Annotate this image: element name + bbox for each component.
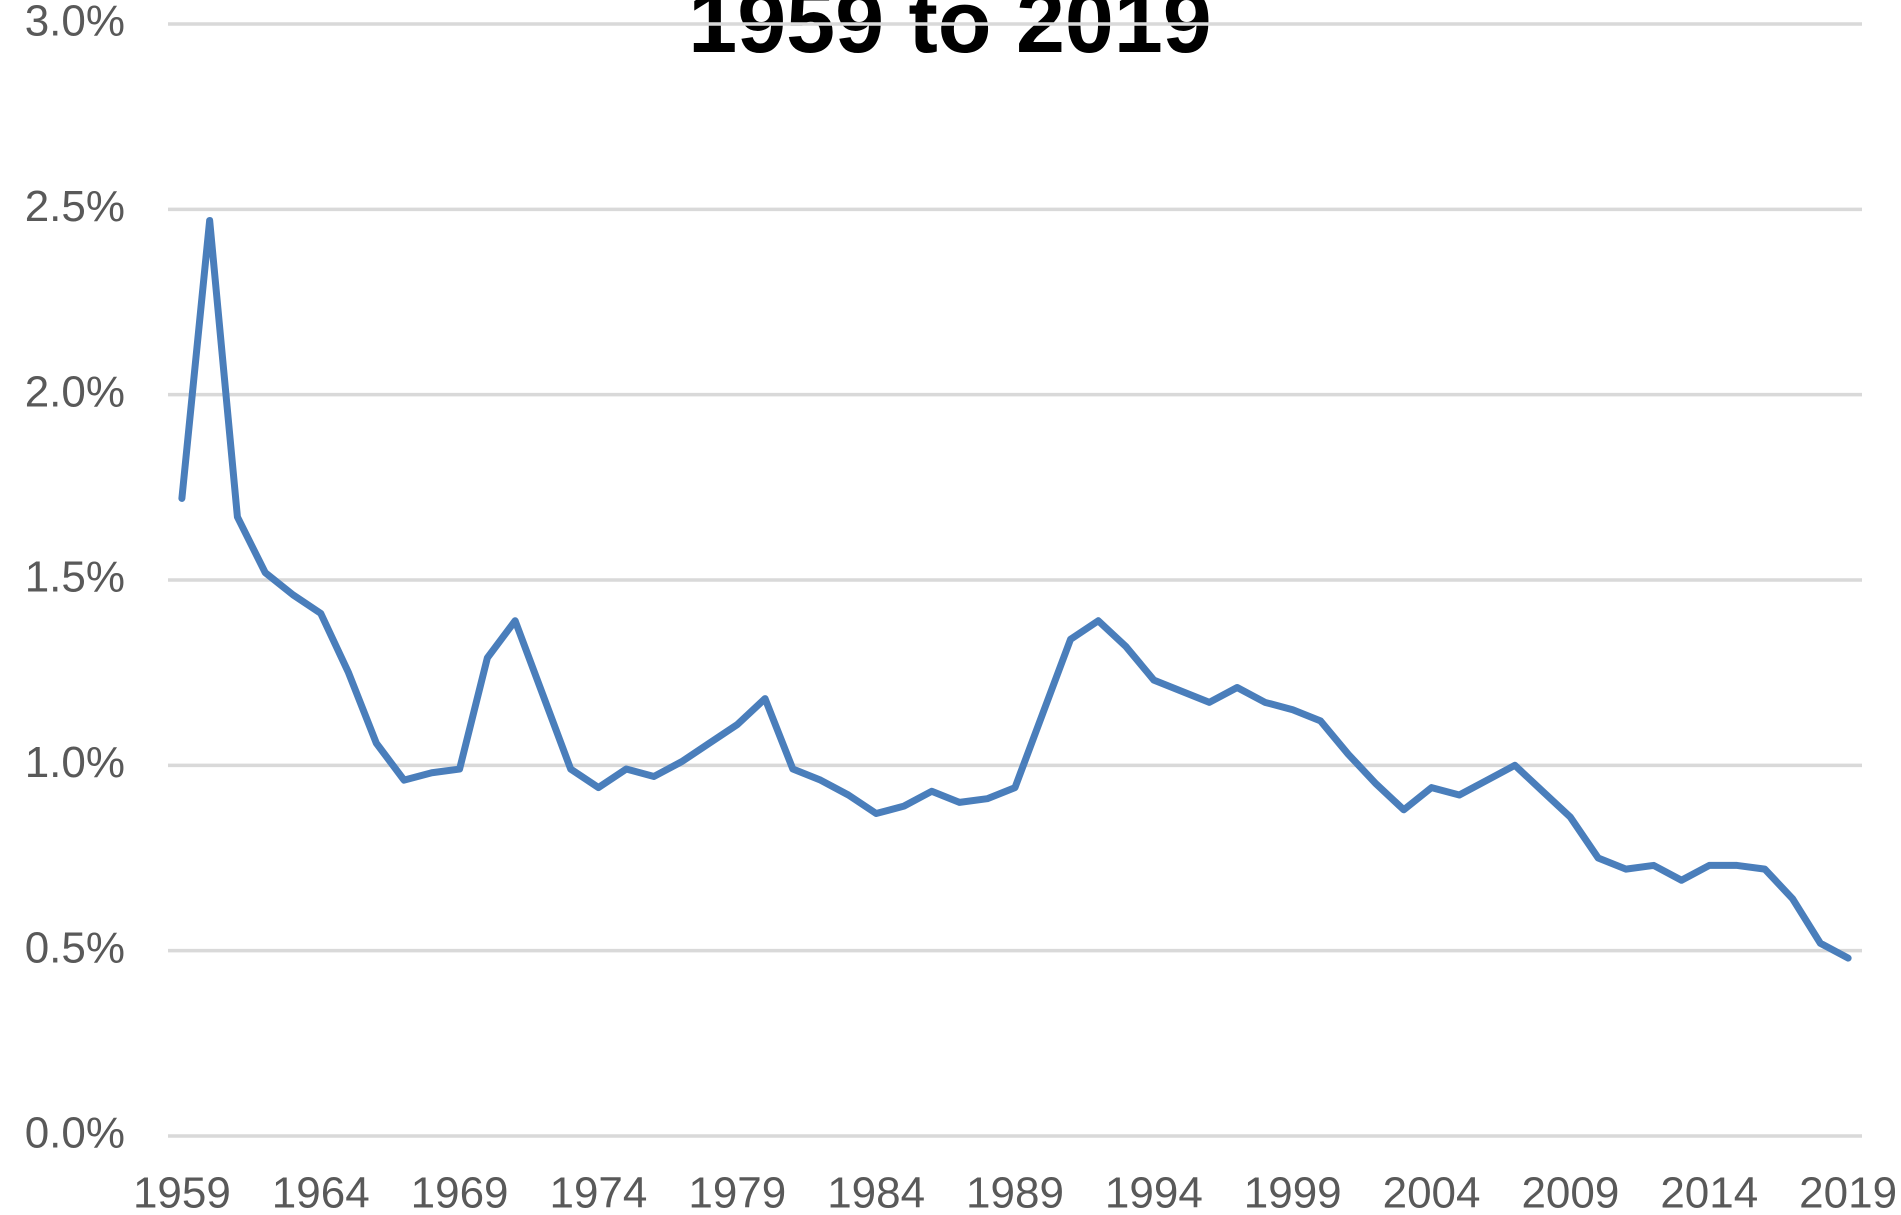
x-tick-label: 2009 <box>1521 1169 1619 1215</box>
x-tick-label: 2019 <box>1799 1169 1897 1215</box>
x-tick-label: 1984 <box>827 1169 925 1215</box>
x-tick-label: 1994 <box>1105 1169 1203 1215</box>
x-tick-label: 1959 <box>133 1169 231 1215</box>
x-tick-label: 2014 <box>1660 1169 1758 1215</box>
x-tick-label: 1999 <box>1244 1169 1342 1215</box>
y-tick-label: 0.5% <box>25 923 125 972</box>
x-tick-label: 1964 <box>272 1169 370 1215</box>
y-tick-label: 0.0% <box>25 1109 125 1158</box>
y-tick-label: 2.5% <box>25 182 125 231</box>
y-tick-label: 2.0% <box>25 367 125 416</box>
x-tick-label: 1989 <box>966 1169 1064 1215</box>
x-tick-label: 1974 <box>549 1169 647 1215</box>
chart-title: 1959 to 2019 <box>688 0 1212 71</box>
y-tick-label: 1.0% <box>25 738 125 787</box>
y-tick-label: 3.0% <box>25 0 125 46</box>
x-tick-label: 2004 <box>1383 1169 1481 1215</box>
x-tick-label: 1979 <box>688 1169 786 1215</box>
data-line <box>178 216 1852 962</box>
y-tick-label: 1.5% <box>25 553 125 602</box>
x-tick-label: 1969 <box>411 1169 509 1215</box>
